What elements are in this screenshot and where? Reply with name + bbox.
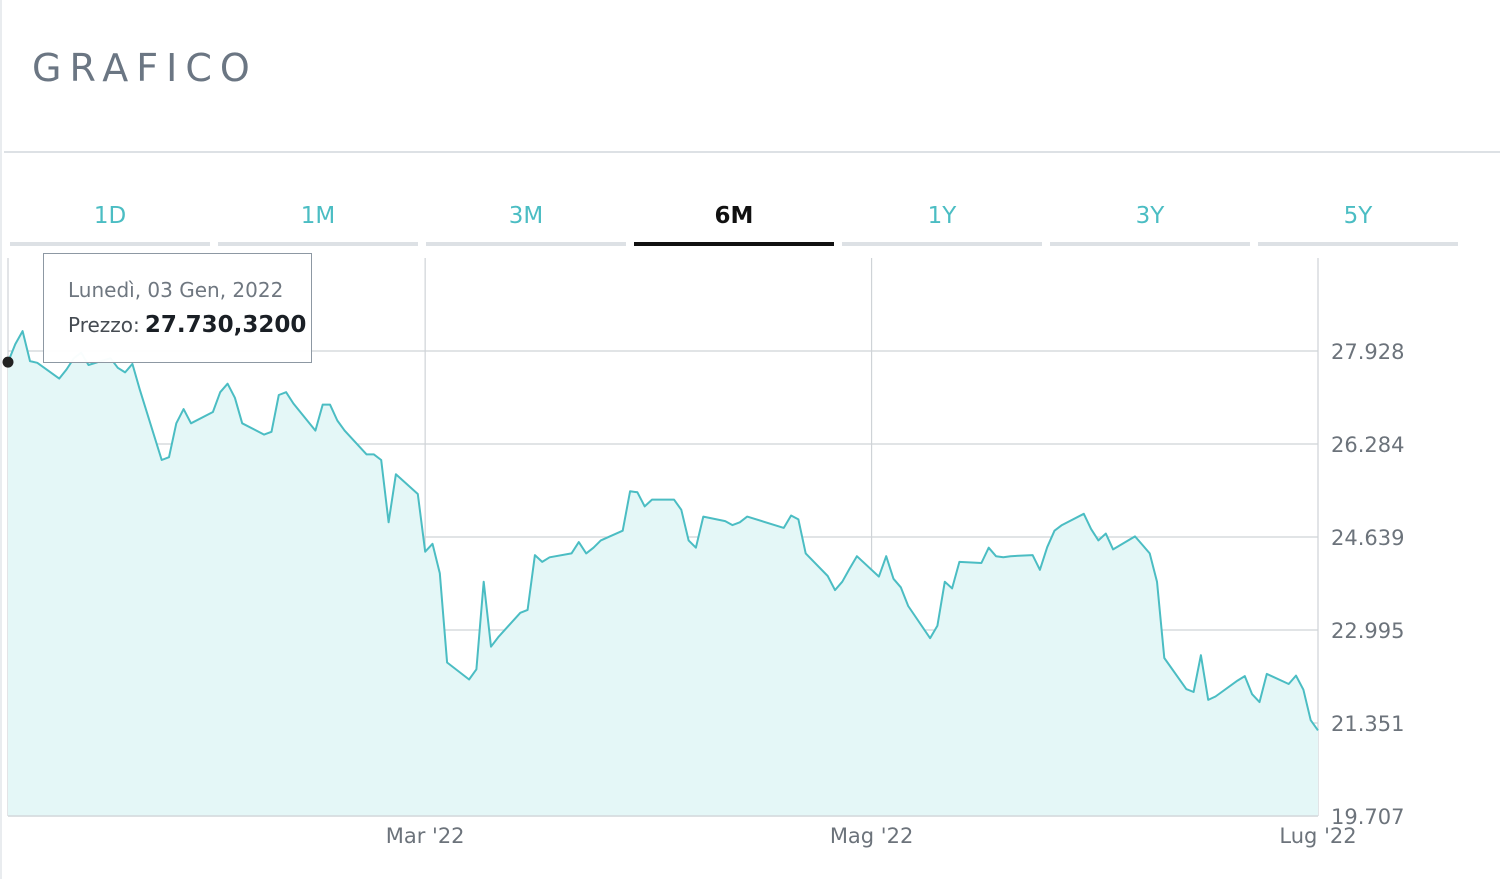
y-tick-label: 21.351 xyxy=(1331,712,1404,736)
y-tick-label: 27.928 xyxy=(1331,340,1404,364)
tab-6m[interactable]: 6M xyxy=(634,190,834,246)
tooltip-price-row: Prezzo: 27.730,3200 xyxy=(68,312,311,338)
tab-3y[interactable]: 3Y xyxy=(1050,190,1250,246)
y-tick-label: 22.995 xyxy=(1331,619,1404,643)
area-fill xyxy=(8,331,1318,816)
hover-point-marker xyxy=(2,356,14,368)
tab-5y[interactable]: 5Y xyxy=(1258,190,1458,246)
range-tabs: 1D 1M 3M 6M 1Y 3Y 5Y xyxy=(10,190,1466,248)
price-line xyxy=(7,330,1319,731)
x-tick-label: Mag '22 xyxy=(830,824,914,848)
tab-1y[interactable]: 1Y xyxy=(842,190,1042,246)
tab-1m[interactable]: 1M xyxy=(218,190,418,246)
tab-3m[interactable]: 3M xyxy=(426,190,626,246)
tooltip-price-value: 27.730,3200 xyxy=(144,312,307,338)
header-divider xyxy=(4,151,1500,153)
tooltip-date: Lunedì, 03 Gen, 2022 xyxy=(68,278,284,302)
x-tick-label: Lug '22 xyxy=(1279,824,1356,848)
tab-1d[interactable]: 1D xyxy=(10,190,210,246)
tooltip-price-label: Prezzo: xyxy=(68,313,140,337)
y-tick-label: 24.639 xyxy=(1331,526,1404,550)
price-tooltip: Lunedì, 03 Gen, 2022 Prezzo: 27.730,3200 xyxy=(43,253,312,363)
y-tick-label: 19.707 xyxy=(1331,805,1404,829)
left-edge-rule xyxy=(0,0,2,879)
page-title: GRAFICO xyxy=(32,46,258,90)
y-tick-label: 26.284 xyxy=(1331,433,1404,457)
x-tick-label: Mar '22 xyxy=(386,824,465,848)
